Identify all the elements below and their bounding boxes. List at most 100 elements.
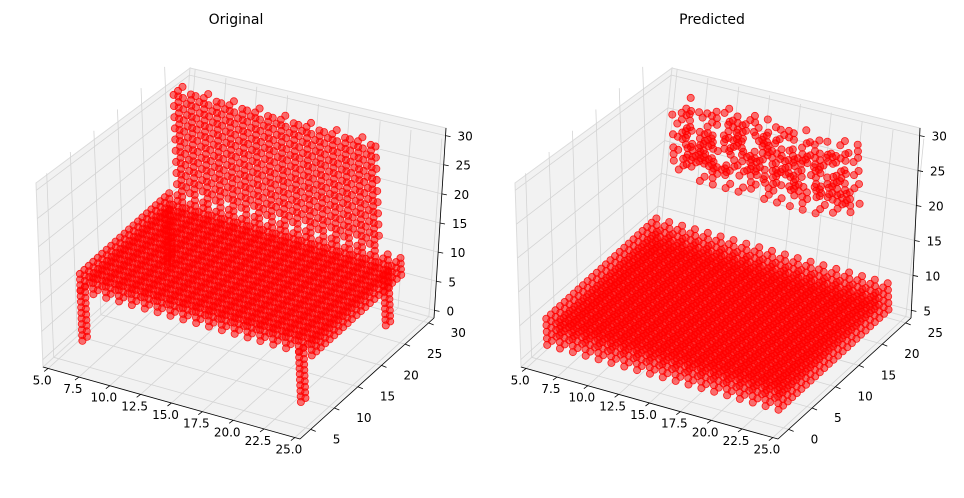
x-tick-label: 15.0	[152, 408, 179, 422]
y-gridline	[572, 130, 579, 315]
data-point	[209, 151, 218, 160]
data-point	[221, 116, 230, 125]
x-tick-label: 17.5	[183, 417, 210, 431]
data-point	[324, 156, 333, 165]
y-gridline	[618, 88, 626, 273]
data-point	[275, 208, 284, 217]
x-tick-mark	[167, 402, 172, 407]
data-point	[211, 185, 220, 194]
data-point	[234, 125, 243, 134]
data-point	[249, 179, 258, 188]
data-point	[172, 168, 181, 177]
scatter-points	[75, 82, 406, 406]
data-point	[298, 126, 307, 135]
data-point	[746, 158, 755, 167]
y-tick-mark	[428, 322, 434, 326]
data-point	[758, 148, 767, 157]
data-point	[298, 149, 307, 158]
data-point	[247, 134, 256, 143]
data-point	[247, 145, 256, 154]
data-point	[362, 161, 371, 170]
data-point	[695, 157, 704, 166]
data-point	[686, 93, 695, 102]
data-point	[223, 161, 232, 170]
data-point	[196, 142, 205, 151]
y-tick-label: 25	[928, 326, 943, 340]
data-point	[326, 201, 335, 210]
z-tick-mark	[441, 193, 447, 196]
z-tick-label: 10	[450, 246, 465, 260]
data-point	[823, 180, 832, 189]
x-tick-label: 15.0	[630, 408, 657, 422]
data-point	[172, 157, 181, 166]
x-tick-label: 7.5	[63, 382, 82, 396]
data-point	[300, 204, 309, 213]
data-point	[301, 216, 310, 225]
data-point	[685, 110, 694, 119]
data-point	[784, 156, 793, 165]
data-point	[237, 203, 246, 212]
x-tick-label: 5.0	[511, 373, 530, 387]
data-point	[669, 156, 678, 165]
z-tick-mark	[436, 280, 442, 283]
data-point	[746, 151, 755, 160]
x-tick-mark	[676, 411, 681, 415]
y-tick-label: 10	[857, 390, 872, 404]
data-point	[172, 180, 181, 189]
y-tick-label: 5	[834, 411, 842, 425]
z-tick-label: 5	[448, 275, 456, 289]
y-tick-label: 15	[881, 368, 896, 382]
data-point	[222, 138, 231, 147]
data-point	[797, 166, 806, 175]
data-point	[855, 199, 864, 208]
data-point	[230, 313, 239, 322]
y-tick-mark	[858, 365, 865, 368]
data-point	[250, 212, 259, 221]
data-point	[287, 195, 296, 204]
data-point	[314, 225, 323, 234]
x-tick-mark	[583, 385, 589, 390]
data-point	[198, 176, 207, 185]
z-gridline	[515, 74, 920, 191]
x-tick-label: 20.0	[692, 425, 719, 439]
data-point	[233, 114, 242, 123]
y-gridline	[100, 314, 358, 388]
data-point	[823, 193, 832, 202]
subplot-predicted: 5.07.510.012.515.017.520.022.525.0051015…	[511, 12, 947, 457]
data-point	[721, 164, 730, 173]
z-tick-label: 25	[930, 165, 945, 179]
data-point	[750, 127, 759, 136]
data-point	[323, 134, 332, 143]
x-tick-mark	[645, 402, 650, 407]
data-point	[217, 309, 226, 318]
z-tick-label: 0	[446, 304, 454, 318]
data-point	[810, 163, 819, 172]
x-gridline	[294, 138, 443, 438]
data-point	[221, 127, 230, 136]
data-point	[351, 208, 360, 217]
data-point	[364, 195, 373, 204]
data-point	[234, 136, 243, 145]
data-point	[741, 120, 750, 129]
data-point	[327, 223, 336, 232]
data-point	[288, 206, 297, 215]
data-point	[208, 107, 217, 116]
data-point	[674, 165, 683, 174]
data-point	[720, 108, 729, 117]
data-point	[351, 197, 360, 206]
data-point	[829, 208, 838, 217]
data-point	[263, 112, 272, 121]
data-point	[195, 109, 204, 118]
x-tick-label: 10.0	[568, 391, 595, 405]
data-point	[235, 159, 244, 168]
data-point	[682, 160, 691, 169]
data-point	[764, 184, 773, 193]
data-point	[247, 123, 256, 132]
data-point	[313, 202, 322, 211]
data-point	[311, 147, 320, 156]
z-tick-mark	[919, 135, 925, 137]
data-point	[797, 172, 806, 181]
x-tick-mark	[228, 419, 234, 424]
z-tick-label: 10	[925, 269, 940, 283]
data-point	[182, 100, 191, 109]
